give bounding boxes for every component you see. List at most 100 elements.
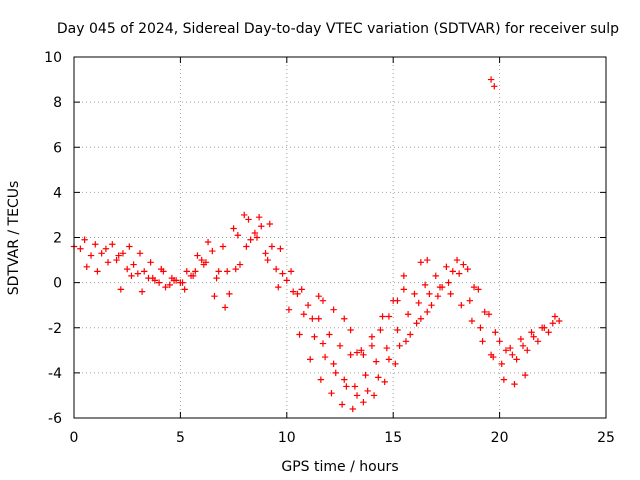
data-point (130, 261, 137, 268)
data-point (83, 263, 90, 271)
data-points (70, 76, 563, 413)
data-point (519, 342, 527, 349)
data-point (215, 268, 222, 275)
data-point (134, 270, 142, 277)
y-tick-label: 2 (53, 231, 62, 247)
data-point (549, 320, 556, 327)
data-point (319, 297, 327, 304)
data-point (241, 211, 248, 219)
data-point (219, 243, 227, 250)
data-point (124, 265, 131, 273)
data-point (383, 344, 391, 352)
data-point (445, 279, 452, 286)
data-point (517, 335, 525, 343)
y-axis-label: SDTVAR / TECUs (6, 181, 22, 296)
data-point (224, 268, 231, 275)
data-point (534, 338, 542, 345)
data-point (298, 286, 305, 293)
data-point (277, 245, 284, 252)
data-point (453, 256, 461, 264)
data-point (400, 272, 408, 280)
data-point (513, 356, 520, 363)
data-point (128, 272, 135, 280)
data-point (343, 383, 350, 390)
data-point (92, 241, 99, 248)
data-point (394, 297, 401, 304)
data-point (81, 236, 88, 243)
data-point (490, 353, 497, 361)
y-tick-label: -4 (48, 366, 62, 382)
data-point (232, 265, 239, 273)
data-point (309, 315, 316, 322)
series-track-d (117, 213, 529, 390)
data-point (432, 272, 439, 280)
x-axis-label: GPS time / hours (281, 459, 398, 475)
data-point (272, 265, 280, 273)
data-point (466, 297, 474, 304)
data-point (347, 326, 354, 334)
data-point (319, 340, 327, 347)
data-point (251, 229, 259, 237)
data-point (183, 268, 190, 275)
data-point (296, 331, 303, 338)
y-tick-label: -6 (48, 411, 62, 427)
data-point (77, 245, 84, 252)
x-tick-label: 0 (70, 430, 79, 446)
data-point (338, 401, 346, 408)
data-point (315, 315, 322, 322)
data-point (317, 376, 325, 383)
y-tick-label: -2 (48, 321, 62, 337)
series-track-e (315, 76, 498, 359)
data-point (102, 245, 110, 252)
y-tick-label: 0 (53, 276, 62, 292)
data-point (551, 313, 559, 320)
data-point (311, 333, 318, 340)
data-point (166, 281, 173, 289)
data-point (213, 274, 220, 282)
data-point (351, 383, 359, 390)
data-point (491, 83, 498, 90)
data-point (509, 351, 516, 359)
data-point (460, 261, 467, 268)
x-tick-label: 15 (384, 430, 402, 446)
data-point (149, 274, 156, 282)
data-point (202, 259, 210, 266)
data-point (321, 353, 329, 361)
axis-ticks: 0 5 10 15 20 25 -6 -4 -2 0 2 4 6 8 10 (44, 50, 615, 446)
data-point (358, 347, 365, 354)
data-point (424, 256, 431, 264)
data-point (349, 405, 356, 413)
data-point (247, 236, 254, 243)
y-tick-label: 6 (53, 140, 62, 156)
data-point (136, 250, 144, 257)
data-point (555, 317, 563, 325)
data-point (479, 338, 486, 345)
data-point (530, 333, 537, 340)
data-point (487, 76, 495, 83)
data-point (377, 326, 384, 334)
data-point (336, 342, 344, 349)
data-point (245, 216, 252, 223)
data-point (492, 329, 499, 336)
data-point (87, 252, 95, 259)
data-point (481, 308, 488, 316)
data-point (407, 331, 414, 338)
series-track-b (77, 223, 563, 399)
data-point (341, 376, 348, 383)
data-point (375, 374, 382, 381)
data-point (449, 268, 456, 275)
data-point (160, 268, 167, 275)
data-point (138, 288, 146, 295)
data-point (194, 252, 201, 259)
data-point (379, 313, 386, 320)
data-point (413, 320, 420, 327)
data-point (330, 360, 337, 368)
data-point (392, 360, 399, 368)
data-point (141, 268, 148, 275)
data-point (283, 277, 290, 284)
data-point (258, 223, 265, 230)
data-point (524, 347, 531, 354)
data-point (341, 315, 348, 322)
data-point (372, 358, 380, 365)
